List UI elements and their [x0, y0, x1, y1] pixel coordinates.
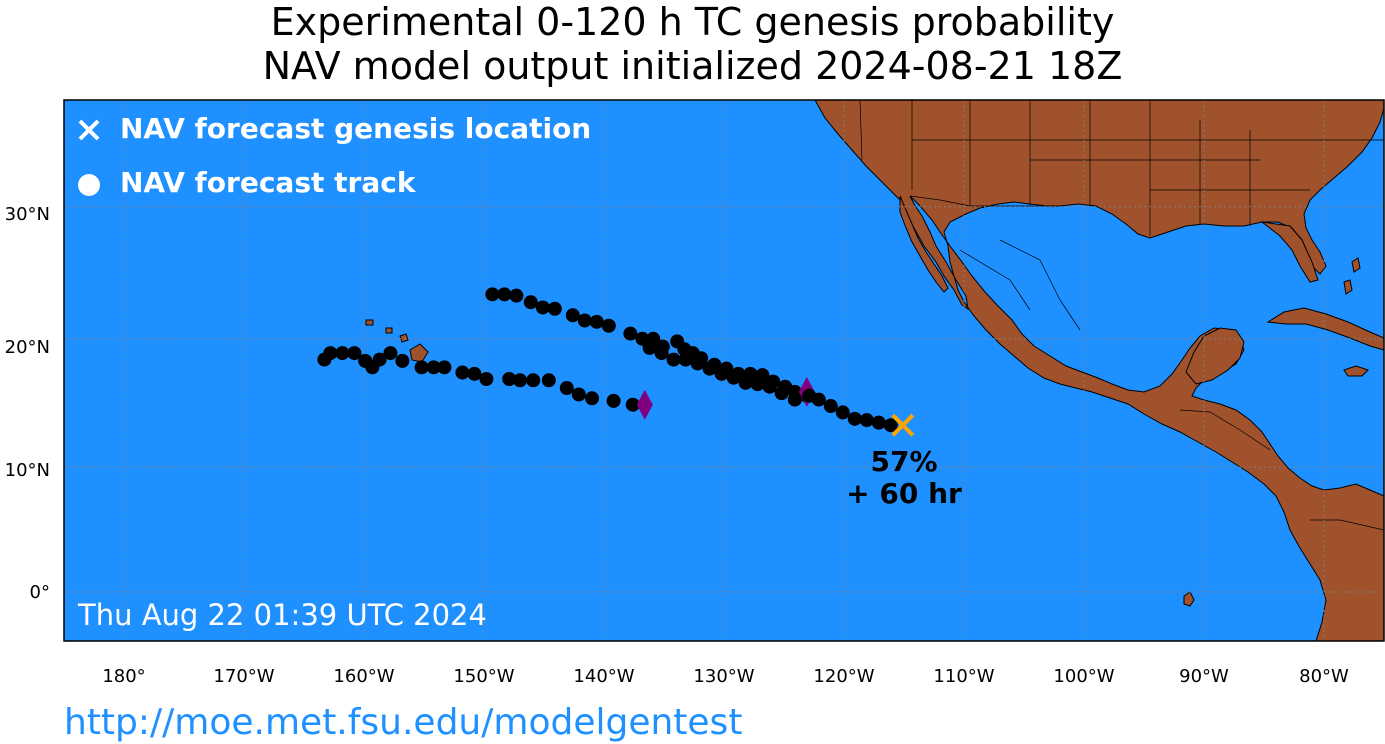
genesis-probability-label: 57%: [870, 445, 937, 478]
lon-label-90w: 90°W: [1179, 666, 1229, 687]
track-point: [606, 393, 621, 408]
track-point: [589, 314, 604, 329]
track-point: [414, 360, 429, 375]
land-yucatan: [1185, 327, 1245, 385]
track-point: [726, 370, 741, 385]
genesis-lead-time-label: + 60 hr: [846, 477, 962, 510]
chart-title-line1: Experimental 0-120 h TC genesis probabil…: [270, 0, 1115, 44]
track-point: [347, 346, 362, 361]
track-point: [335, 346, 350, 361]
chart-title-line2: NAV model output initialized 2024-08-21 …: [262, 44, 1123, 88]
track-point: [455, 365, 470, 380]
track-point: [835, 405, 850, 420]
track-point: [523, 295, 538, 310]
track-point: [317, 352, 332, 367]
track-point: [383, 346, 398, 361]
source-url-link[interactable]: http://moe.met.fsu.edu/modelgentest: [64, 702, 743, 743]
track-point: [762, 379, 777, 394]
lat-label-30n: 30°N: [4, 204, 50, 225]
track-point: [437, 360, 452, 375]
lon-label-180: 180°: [102, 666, 146, 687]
land-bahamas: [1343, 257, 1361, 295]
graticule: [64, 100, 1384, 641]
lon-label-120w: 120°W: [813, 666, 875, 687]
track-point: [702, 361, 717, 376]
land-cuba: [1266, 307, 1384, 351]
track-point: [750, 377, 765, 392]
timestamp-label: Thu Aug 22 01:39 UTC 2024: [77, 598, 487, 632]
legend-track-label: NAV forecast track: [120, 166, 417, 199]
track-point: [714, 366, 729, 381]
track-point: [547, 301, 562, 316]
lon-label-140w: 140°W: [573, 666, 635, 687]
genesis-x-marker: [891, 413, 915, 437]
track-point: [467, 366, 482, 381]
track-point: [823, 399, 838, 414]
map-frame: [63, 99, 1385, 642]
lon-label-80w: 80°W: [1299, 666, 1349, 687]
legend-x-icon: [78, 119, 100, 141]
track-point: [535, 300, 550, 315]
track-point: [358, 353, 373, 368]
track-end-diamond: [636, 389, 653, 420]
legend-dot-icon: [78, 174, 100, 196]
track-point: [859, 413, 874, 428]
track-point: [526, 373, 541, 388]
lat-label-0: 0°: [29, 582, 50, 603]
track-point: [485, 287, 500, 302]
land-florida: [1260, 221, 1319, 283]
track-point: [565, 308, 580, 323]
forecast-markers: [891, 413, 915, 437]
track-point: [666, 352, 681, 367]
track-point: [497, 287, 512, 302]
track-point: [670, 334, 685, 349]
land-jamaica: [1343, 365, 1369, 377]
track-point: [654, 346, 669, 361]
lon-label-130w: 130°W: [693, 666, 755, 687]
lat-label-20n: 20°N: [4, 337, 50, 358]
track-point: [513, 373, 527, 388]
track-point: [502, 371, 517, 386]
track-point: [395, 353, 410, 368]
track-point: [678, 352, 693, 367]
track-point: [541, 373, 556, 388]
track-point: [625, 397, 640, 412]
lon-label-100w: 100°W: [1053, 666, 1115, 687]
forecast-tracks: [317, 287, 898, 433]
track-point: [623, 326, 638, 341]
track-point: [871, 415, 886, 430]
track-point: [774, 386, 789, 401]
track-point: [571, 387, 586, 402]
track-point: [738, 375, 753, 390]
track-point: [426, 360, 441, 375]
track-point: [509, 288, 524, 303]
track-point: [642, 340, 657, 355]
land-north-america: [814, 100, 1384, 641]
track-point: [787, 392, 802, 407]
track-point: [847, 411, 862, 426]
legend: NAV forecast genesis location NAV foreca…: [78, 112, 591, 199]
lon-label-160w: 160°W: [333, 666, 395, 687]
land-galapagos: [1183, 591, 1195, 607]
track-point: [479, 371, 494, 386]
political-boundaries: [859, 100, 1384, 531]
lat-label-10n: 10°N: [4, 460, 50, 481]
lon-label-170w: 170°W: [213, 666, 275, 687]
lon-label-150w: 150°W: [453, 666, 515, 687]
track-point: [559, 381, 574, 396]
track-point: [601, 318, 616, 333]
land-baja-california: [899, 195, 949, 293]
land-hawaiian-islands: [365, 319, 429, 363]
track-point: [690, 356, 705, 371]
track-point: [585, 391, 599, 406]
legend-genesis-label: NAV forecast genesis location: [120, 112, 591, 145]
lon-label-110w: 110°W: [933, 666, 995, 687]
track-point: [802, 388, 817, 403]
track-point: [577, 313, 592, 328]
track-point: [883, 418, 898, 433]
